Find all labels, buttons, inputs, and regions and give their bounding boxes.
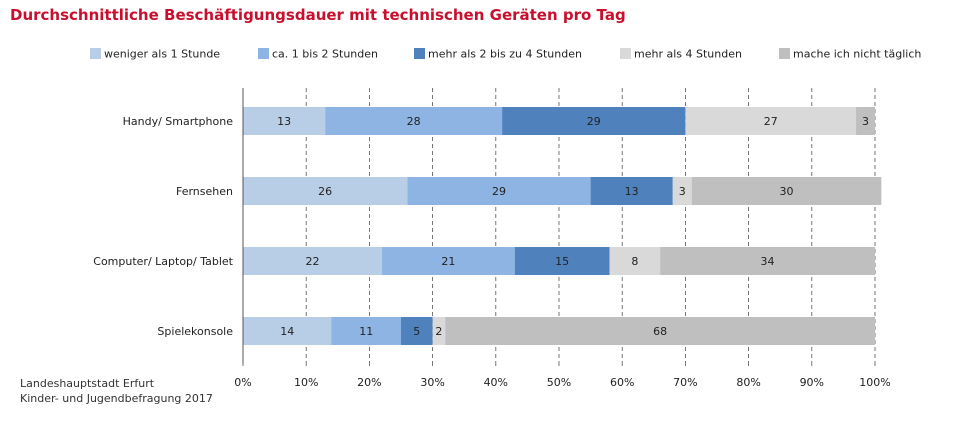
x-tick-label: 30% [420,376,444,389]
data-label: 5 [413,325,420,338]
data-label: 3 [862,115,869,128]
bar-segment [432,317,446,345]
bar-segment [382,247,515,275]
data-label: 22 [306,255,320,268]
category-labels: Handy/ Smartphone Fernsehen Computer/ Lapt… [93,115,233,338]
bar-segment [672,177,692,205]
data-label: 13 [277,115,291,128]
bar-segment [691,177,882,205]
bar-segment [590,177,673,205]
source-line-2: Kinder- und Jugendbefragung 2017 [20,392,213,405]
data-label: 27 [764,115,778,128]
bar-segment [445,317,875,345]
data-label: 29 [492,185,506,198]
x-tick-label: 40% [484,376,508,389]
data-label: 3 [679,185,686,198]
category-label: Fernsehen [176,185,233,198]
category-label: Computer/ Laptop/ Tablet [93,255,233,268]
legend-label: mache ich nicht täglich [793,48,921,61]
data-label: 8 [631,255,638,268]
legend-swatch [620,48,631,59]
x-tick-label: 90% [800,376,824,389]
x-tick-label: 20% [357,376,381,389]
bar-segment [502,107,686,135]
chart-title: Durchschnittliche Beschäftigungsdauer mi… [10,6,626,24]
bar-segment [243,247,383,275]
legend-label: mehr als 4 Stunden [634,48,742,61]
legend-label: ca. 1 bis 2 Stunden [272,48,378,61]
data-label: 2 [435,325,442,338]
legend-label: weniger als 1 Stunde [104,48,220,61]
data-label: 11 [359,325,373,338]
x-tick-label: 60% [610,376,634,389]
data-label: 34 [761,255,775,268]
bar-segment [401,317,433,345]
legend-swatch [258,48,269,59]
data-label: 68 [653,325,667,338]
x-tick-label: 0% [234,376,251,389]
legend-swatch [414,48,425,59]
data-label: 28 [407,115,421,128]
x-tick-label: 10% [294,376,318,389]
legend-swatch [90,48,101,59]
x-tick-label: 100% [859,376,890,389]
bar-segment [325,107,503,135]
category-label: Spielekonsole [157,325,233,338]
legend-swatch [779,48,790,59]
bar-segment [331,317,401,345]
source-line-1: Landeshauptstadt Erfurt [20,377,155,390]
bar-segment [243,317,332,345]
data-label: 29 [587,115,601,128]
bar-segment [685,107,857,135]
category-label: Handy/ Smartphone [123,115,234,128]
bar-segment [514,247,610,275]
source-note: Landeshauptstadt Erfurt Kinder- und Juge… [20,376,213,406]
data-label: 14 [280,325,294,338]
x-tick-label: 50% [547,376,571,389]
legend: weniger als 1 Stunde ca. 1 bis 2 Stunden m… [90,48,921,61]
bar-segment [856,107,875,135]
data-label: 26 [318,185,332,198]
data-label: 30 [780,185,794,198]
bar-segment [407,177,591,205]
data-label: 21 [441,255,455,268]
x-tick-label: 70% [673,376,697,389]
legend-label: mehr als 2 bis zu 4 Stunden [428,48,582,61]
bar-segment [243,177,408,205]
x-tick-label: 80% [736,376,760,389]
data-label: 13 [625,185,639,198]
bar-segment [609,247,661,275]
bars: 13 28 29 27 3 26 29 13 3 30 22 21 15 8 34 14 11 5 2 68 [243,107,882,345]
data-label: 15 [555,255,569,268]
x-axis: 0% 10% 20% 30% 40% 50% 60% 70% 80% 90% 100% [234,88,891,389]
bar-segment [243,107,326,135]
bar-segment [660,247,875,275]
